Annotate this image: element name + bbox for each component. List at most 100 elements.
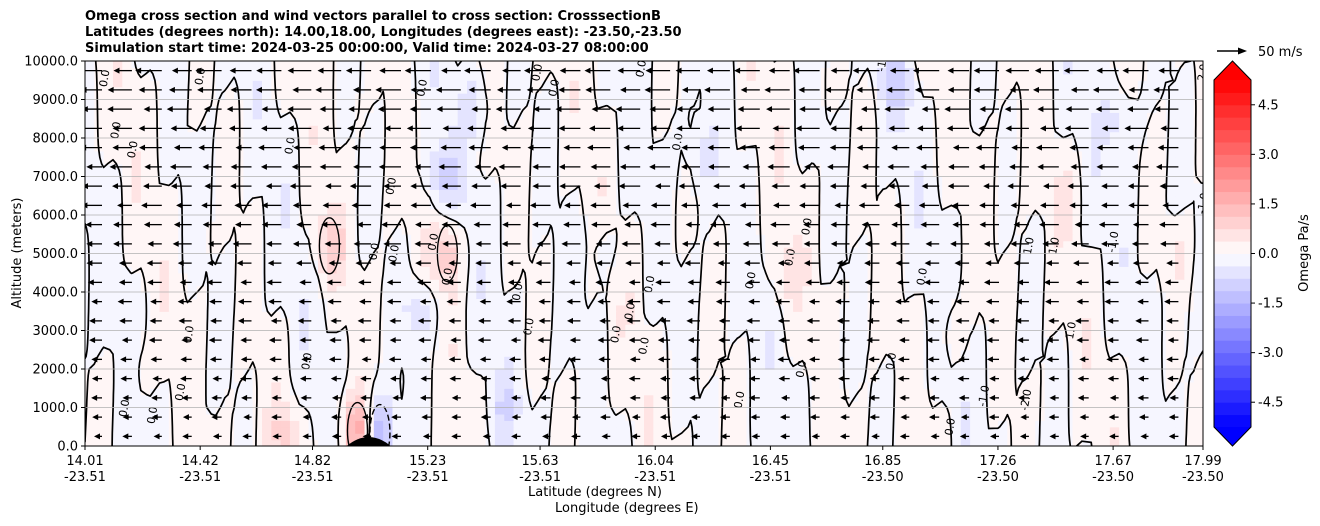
contour-label: 0.0 — [521, 317, 537, 336]
wind-vector — [897, 356, 910, 363]
wind-vector — [625, 260, 641, 267]
wind-vector — [298, 298, 312, 305]
wind-vector — [918, 202, 940, 209]
wind-vector — [386, 279, 401, 286]
wind-vector — [480, 414, 491, 421]
wind-vector — [805, 279, 820, 286]
colorbar-segment — [1214, 80, 1251, 93]
wind-vector — [210, 317, 222, 324]
wind-vector — [920, 163, 940, 170]
wind-vector — [300, 394, 312, 401]
wind-vector — [242, 433, 252, 440]
wind-vector — [947, 86, 970, 93]
wind-vector — [414, 240, 431, 247]
colorbar-tick-label: -3.0 — [1258, 346, 1283, 361]
wind-vector — [888, 183, 910, 190]
colorbar-segment — [1214, 203, 1251, 217]
wind-vector — [952, 202, 970, 209]
wind-vector — [617, 125, 641, 132]
wind-vector — [893, 202, 910, 209]
wind-vector — [775, 279, 790, 286]
wind-vector — [924, 260, 940, 267]
y-tick-label: 5000.0 — [33, 247, 79, 262]
contour-label: 0.0 — [633, 59, 649, 78]
wind-vector — [180, 375, 192, 382]
wind-vector — [451, 414, 461, 421]
wind-vector — [1135, 337, 1149, 344]
wind-vector — [177, 298, 192, 305]
wind-vector — [535, 260, 551, 267]
wind-vector — [1096, 144, 1119, 151]
x-axis: 14.01-23.5114.42-23.5114.82-23.5115.23-2… — [64, 446, 1224, 485]
colorbar-segment — [1214, 228, 1251, 242]
contour-label: 0.0 — [642, 275, 658, 294]
y-axis-label: Altitude (meters) — [10, 198, 25, 309]
wind-vector — [436, 106, 461, 113]
wind-vector — [420, 375, 431, 382]
wind-vector — [595, 279, 611, 286]
wind-vector — [415, 260, 431, 267]
contour-label: 0.0 — [108, 121, 124, 140]
wind-vector — [744, 221, 760, 228]
wind-vector — [89, 337, 102, 344]
wind-vector — [617, 67, 641, 74]
wind-vector — [595, 240, 611, 247]
x-tick-label-lat: 15.23 — [409, 454, 446, 469]
wind-vector — [240, 337, 252, 344]
wind-vector — [1010, 240, 1029, 247]
wind-vector — [780, 394, 790, 401]
wind-vector — [448, 356, 461, 363]
colorbar-segment — [1214, 104, 1251, 118]
wind-vector — [87, 279, 102, 286]
wind-vector — [589, 125, 611, 132]
wind-vector — [479, 298, 491, 305]
wind-vector — [464, 67, 491, 74]
wind-vector — [1154, 106, 1179, 113]
wind-vector — [211, 414, 222, 421]
wind-vector — [180, 356, 192, 363]
wind-vector — [983, 240, 999, 247]
wind-vector — [1010, 202, 1029, 209]
wind-vector — [291, 163, 312, 170]
wind-vector — [1043, 279, 1059, 286]
wind-vector — [1135, 317, 1149, 324]
colorbar-extend-top — [1214, 61, 1251, 80]
contour-label: 0.0 — [282, 136, 298, 155]
wind-vector — [1046, 356, 1059, 363]
wind-vector — [599, 317, 611, 324]
wind-vector — [591, 106, 611, 113]
wind-vector — [689, 394, 700, 401]
colorbar-tick-label: -1.5 — [1258, 297, 1283, 312]
wind-vector — [675, 67, 700, 74]
wind-vector — [506, 298, 521, 305]
wind-vector — [1048, 375, 1059, 382]
wind-vector — [707, 106, 730, 113]
wind-vector — [144, 163, 162, 170]
wind-vector — [809, 414, 820, 421]
x-tick-label-lat: 16.04 — [637, 454, 674, 469]
colorbar-segment — [1214, 117, 1251, 131]
wind-vector — [840, 414, 850, 421]
wind-vector — [1073, 260, 1089, 267]
wind-vector — [1107, 375, 1119, 382]
colorbar-segment — [1214, 92, 1251, 106]
colorbar-segment — [1214, 389, 1251, 403]
wind-vector — [361, 414, 372, 421]
wind-vector — [979, 202, 999, 209]
wind-vector — [985, 260, 999, 267]
wind-vector — [775, 298, 790, 305]
wind-vector — [656, 298, 671, 305]
contour-label: 0.0 — [782, 248, 798, 267]
wind-vector — [299, 337, 312, 344]
wind-vector — [151, 394, 162, 401]
wind-vector — [122, 394, 132, 401]
wind-vector — [441, 67, 461, 74]
wind-vector — [529, 202, 551, 209]
wind-vector — [839, 337, 850, 344]
wind-vector — [747, 337, 760, 344]
wind-vector — [1095, 106, 1119, 113]
wind-vector — [690, 356, 700, 363]
colorbar-tick-label: 3.0 — [1258, 148, 1279, 163]
wind-vector — [202, 221, 222, 228]
